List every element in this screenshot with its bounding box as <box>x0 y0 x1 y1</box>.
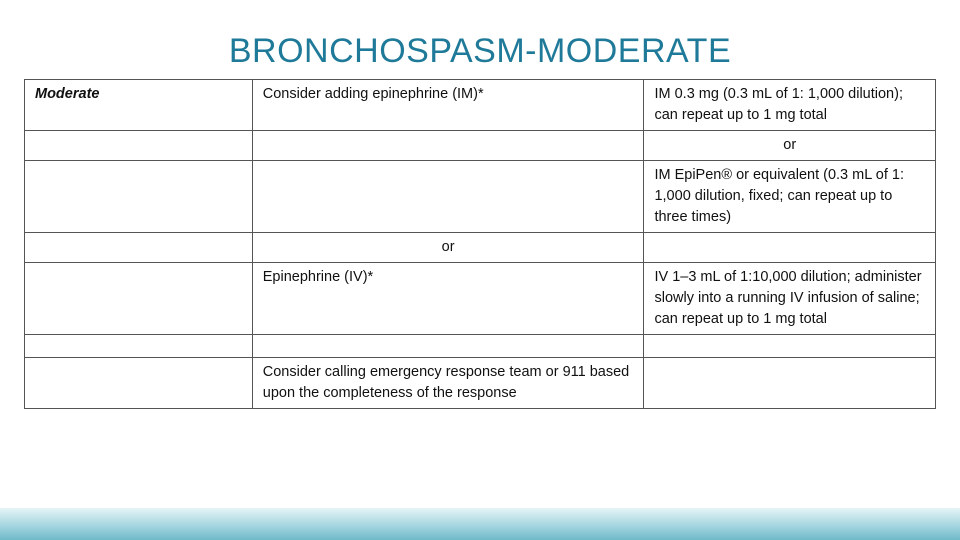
action-cell: Epinephrine (IV)* <box>252 263 644 335</box>
severity-cell <box>25 335 253 358</box>
dose-cell <box>644 358 936 409</box>
action-cell <box>252 131 644 161</box>
severity-cell <box>25 263 253 335</box>
dose-cell <box>644 335 936 358</box>
decorative-bottom-band <box>0 508 960 540</box>
severity-cell <box>25 358 253 409</box>
table-row <box>25 335 936 358</box>
treatment-table: Moderate Consider adding epinephrine (IM… <box>24 79 936 409</box>
table-row: or <box>25 131 936 161</box>
slide: { "title": { "text": "BRONCHOSPASM-MODER… <box>0 0 960 540</box>
severity-cell: Moderate <box>25 80 253 131</box>
table-row: IM EpiPen® or equivalent (0.3 mL of 1: 1… <box>25 161 936 233</box>
table-container: Moderate Consider adding epinephrine (IM… <box>24 79 936 409</box>
action-cell: or <box>252 233 644 263</box>
severity-cell <box>25 131 253 161</box>
table-row: Moderate Consider adding epinephrine (IM… <box>25 80 936 131</box>
severity-cell <box>25 161 253 233</box>
action-cell: Consider calling emergency response team… <box>252 358 644 409</box>
dose-cell <box>644 233 936 263</box>
action-cell <box>252 335 644 358</box>
slide-title: BRONCHOSPASM-MODERATE <box>0 0 960 79</box>
dose-cell: IM EpiPen® or equivalent (0.3 mL of 1: 1… <box>644 161 936 233</box>
table-row: or <box>25 233 936 263</box>
dose-cell: IV 1–3 mL of 1:10,000 dilution; administ… <box>644 263 936 335</box>
severity-cell <box>25 233 253 263</box>
dose-cell: IM 0.3 mg (0.3 mL of 1: 1,000 dilution);… <box>644 80 936 131</box>
action-cell <box>252 161 644 233</box>
table-row: Epinephrine (IV)* IV 1–3 mL of 1:10,000 … <box>25 263 936 335</box>
table-row: Consider calling emergency response team… <box>25 358 936 409</box>
dose-cell: or <box>644 131 936 161</box>
action-cell: Consider adding epinephrine (IM)* <box>252 80 644 131</box>
